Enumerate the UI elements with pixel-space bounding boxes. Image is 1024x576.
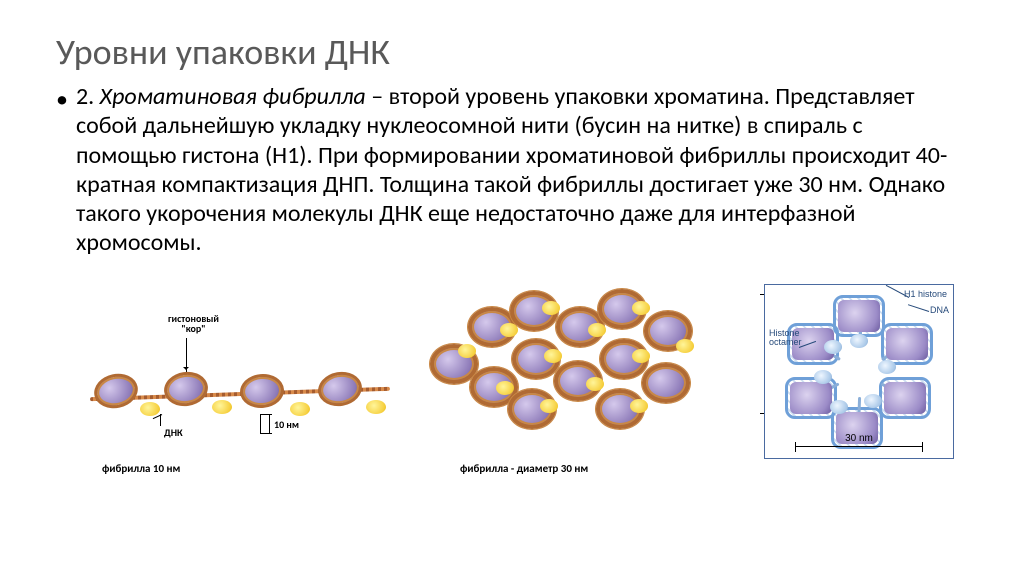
h1-histone [878,360,896,374]
h1-linker [632,301,650,315]
nucleosome-bead [239,372,286,410]
histone-core-label: гистоновый"кор" [168,314,219,335]
dna-label: ДНК [164,426,183,439]
slide-title: Уровни упаковки ДНК [56,30,974,74]
h1-linker [632,349,650,363]
term: Хроматиновая фибрилла [100,82,366,111]
fibril-10nm-diagram: гистоновый"кор" ДНК 10 нм фибрилла 10 нм [90,314,390,454]
caption-10nm: фибрилла 10 нм [102,462,180,475]
h1-histone [830,400,848,414]
h1-linker [290,402,310,416]
nucleosome-ring [784,300,934,450]
nucleosome-bead [315,368,364,409]
body-row: • 2. Хроматиновая фибрилла – второй уров… [56,82,974,258]
h1-linker [586,377,604,391]
h1-linker [676,339,694,353]
figure-area: гистоновый"кор" ДНК 10 нм фибрилла 10 нм… [50,264,974,484]
h1-linker [496,381,514,395]
caption-30nm: фибрилла - диаметр 30 нм [460,462,588,475]
nucleosome-bead [162,369,210,409]
dim-30nm-schematic-label: 30 nm [765,433,953,444]
dna-label-right: DNA [930,305,949,315]
h1-histone [814,370,832,384]
h1-linker [588,323,606,337]
h1-linker [630,399,648,413]
h1-linker [500,323,518,337]
nucleosome-cluster [430,289,710,439]
schematic-30nm-diagram: H1 histone DNA Histoneoctamer 30 nm [764,284,954,459]
histone-octamer [790,382,832,414]
h1-histone [864,394,882,408]
h1-histone [824,340,842,354]
dim-10nm [260,414,270,434]
h1-linker [544,349,562,363]
h1-linker [212,400,232,414]
dim-10nm-label: 10 нм [274,418,299,431]
h1-linker [140,402,160,416]
arrow-line [186,338,187,372]
h1-label: H1 histone [904,289,947,299]
nucleosome-bead [642,363,690,403]
h1-linker [542,301,560,315]
h1-linker [366,400,386,414]
histone-octamer [838,300,880,332]
level-number: 2. [76,82,100,111]
histone-octamer [886,328,928,360]
bullet-icon: • [56,84,68,115]
nucleosome-bead [91,369,141,411]
h1-histone [850,334,868,348]
h1-linker [540,399,558,413]
h1-linker [458,344,476,358]
octamer-label: Histoneoctamer [769,329,802,348]
histone-octamer [884,382,926,414]
body-text: 2. Хроматиновая фибрилла – второй уровен… [76,82,956,258]
fibril-30nm-diagram: 30 nm фибрилла - диаметр 30 нм [420,274,740,474]
